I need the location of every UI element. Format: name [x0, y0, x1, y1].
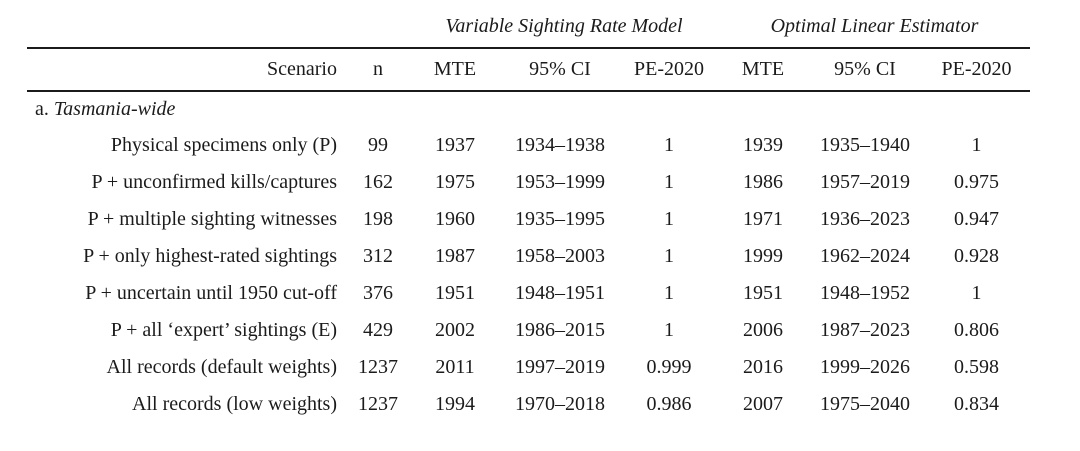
pe2020-vsrm-cell: 1: [664, 134, 674, 156]
mte-ole-cell: 1939: [743, 134, 783, 156]
n-cell: 429: [363, 319, 393, 341]
table-row: P + uncertain until 1950 cut-off 376 195…: [27, 275, 1030, 312]
mte-ole-cell: 1971: [743, 208, 783, 230]
table-row: Physical specimens only (P) 99 1937 1934…: [27, 127, 1030, 164]
scenario-cell: Physical specimens only (P): [110, 134, 337, 156]
pe2020-ole-cell: 1: [971, 134, 982, 156]
pe2020-vsrm-cell: 1: [664, 319, 674, 341]
column-header-mte-vsrm: MTE: [409, 48, 501, 92]
ci-vsrm-cell: 1986–2015: [515, 319, 605, 341]
scenario-cell: P + uncertain until 1950 cut-off: [85, 282, 337, 304]
table-row: P + only highest-rated sightings 312 198…: [27, 238, 1030, 275]
n-cell: 162: [363, 171, 393, 193]
scenario-cell: P + all ‘expert’ sightings (E): [110, 319, 337, 341]
ci-ole-cell: 1957–2019: [820, 171, 910, 193]
pe2020-ole-cell: 0.975: [954, 171, 999, 193]
ci-ole-cell: 1999–2026: [820, 356, 910, 378]
extinction-estimates-table: Variable Sighting Rate Model Optimal Lin…: [27, 6, 1030, 423]
mte-ole-cell: 2007: [743, 393, 783, 415]
ci-vsrm-cell: 1948–1951: [515, 282, 605, 304]
pe2020-vsrm-cell: 1: [664, 245, 674, 267]
mte-vsrm-cell: 1960: [435, 208, 475, 230]
column-header-scenario: Scenario: [27, 48, 347, 92]
column-header-n: n: [347, 48, 409, 92]
table-row: P + multiple sighting witnesses 198 1960…: [27, 201, 1030, 238]
scenario-cell: P + unconfirmed kills/captures: [91, 171, 338, 193]
mte-ole-cell: 2016: [743, 356, 783, 378]
pe2020-ole-cell: 0.806: [954, 319, 999, 341]
mte-vsrm-cell: 2002: [435, 319, 475, 341]
ci-ole-cell: 1987–2023: [820, 319, 910, 341]
n-cell: 312: [363, 245, 393, 267]
column-header-pe2020-ole: PE-2020: [923, 48, 1030, 92]
n-cell: 1237: [358, 356, 398, 378]
column-header-mte-ole: MTE: [719, 48, 807, 92]
ci-ole-cell: 1935–1940: [820, 134, 910, 156]
section-header-row: a. Tasmania-wide: [27, 91, 1030, 127]
group-header-spacer: [27, 6, 409, 49]
n-cell: 99: [368, 134, 388, 156]
section-prefix: a.: [35, 98, 54, 120]
mte-vsrm-cell: 1994: [435, 393, 475, 415]
mte-vsrm-cell: 2011: [435, 356, 475, 378]
table-row: P + unconfirmed kills/captures 162 1975 …: [27, 164, 1030, 201]
pe2020-vsrm-cell: 1: [664, 208, 674, 230]
pe2020-vsrm-cell: 0.986: [646, 393, 692, 415]
pe2020-ole-cell: 0.947: [954, 208, 999, 230]
ci-ole-cell: 1962–2024: [820, 245, 910, 267]
scenario-cell: P + only highest-rated sightings: [83, 245, 337, 267]
mte-vsrm-cell: 1987: [435, 245, 475, 267]
scenario-cell: P + multiple sighting witnesses: [87, 208, 337, 230]
mte-ole-cell: 1951: [743, 282, 783, 304]
n-cell: 198: [363, 208, 393, 230]
pe2020-vsrm-cell: 1: [664, 282, 674, 304]
column-header-row: Scenario n MTE 95% CI PE-2020 MTE 95% CI…: [27, 48, 1030, 92]
ci-vsrm-cell: 1953–1999: [515, 171, 605, 193]
ci-vsrm-cell: 1970–2018: [515, 393, 605, 415]
column-header-pe2020-vsrm: PE-2020: [619, 48, 719, 92]
section-label: Tasmania-wide: [53, 98, 176, 120]
section-header-tasmania-wide: a. Tasmania-wide: [27, 91, 1030, 127]
ci-vsrm-cell: 1935–1995: [515, 208, 605, 230]
mte-vsrm-cell: 1975: [435, 171, 475, 193]
pe2020-vsrm-cell: 0.999: [646, 356, 692, 378]
model-group-header-row: Variable Sighting Rate Model Optimal Lin…: [27, 6, 1030, 49]
scenario-cell: All records (default weights): [106, 356, 337, 378]
ci-ole-cell: 1936–2023: [820, 208, 910, 230]
pe2020-vsrm-cell: 1: [664, 171, 674, 193]
group-header-optimal-linear-estimator: Optimal Linear Estimator: [719, 6, 1030, 49]
mte-ole-cell: 1999: [743, 245, 783, 267]
n-cell: 1237: [358, 393, 398, 415]
n-cell: 376: [363, 282, 393, 304]
table-row: All records (low weights) 1237 1994 1970…: [27, 386, 1030, 423]
pe2020-ole-cell: 0.598: [954, 356, 999, 378]
ci-ole-cell: 1975–2040: [820, 393, 910, 415]
column-header-ci-vsrm: 95% CI: [501, 48, 619, 92]
pe2020-ole-cell: 0.928: [954, 245, 999, 267]
mte-ole-cell: 1986: [743, 171, 783, 193]
ci-vsrm-cell: 1997–2019: [515, 356, 605, 378]
pe2020-ole-cell: 0.834: [954, 393, 999, 415]
mte-vsrm-cell: 1937: [435, 134, 475, 156]
ci-vsrm-cell: 1934–1938: [515, 134, 605, 156]
mte-ole-cell: 2006: [743, 319, 783, 341]
table-row: All records (default weights) 1237 2011 …: [27, 349, 1030, 386]
scenario-cell: All records (low weights): [132, 393, 337, 415]
ci-vsrm-cell: 1958–2003: [515, 245, 605, 267]
mte-vsrm-cell: 1951: [435, 282, 475, 304]
ci-ole-cell: 1948–1952: [820, 282, 910, 304]
table-row: P + all ‘expert’ sightings (E) 429 2002 …: [27, 312, 1030, 349]
pe2020-ole-cell: 1: [971, 282, 982, 304]
group-header-variable-sighting-rate-model: Variable Sighting Rate Model: [409, 6, 719, 49]
column-header-ci-ole: 95% CI: [807, 48, 923, 92]
